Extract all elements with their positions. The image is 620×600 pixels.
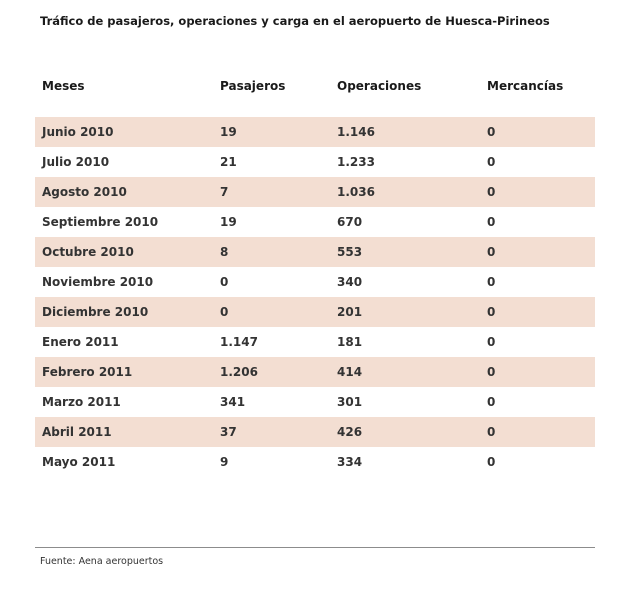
value-cell: 1.036 — [337, 184, 375, 199]
value-cell: 0 — [487, 304, 496, 319]
value-cell: 341 — [220, 394, 246, 409]
table-row: Septiembre 2010 19 670 0 — [35, 207, 595, 237]
value-cell: 0 — [487, 424, 496, 439]
table-row: Abril 2011 37 426 0 — [35, 416, 595, 447]
month-cell: Marzo 2011 — [42, 394, 121, 409]
month-cell: Febrero 2011 — [42, 364, 133, 379]
table-row: Diciembre 2010 0 201 0 — [35, 296, 595, 327]
value-cell: 301 — [337, 394, 363, 409]
value-cell: 0 — [487, 244, 496, 259]
table-row: Agosto 2010 7 1.036 0 — [35, 176, 595, 207]
table-row: Enero 2011 1.147 181 0 — [35, 327, 595, 357]
table-body: Junio 2010 19 1.146 0 Julio 2010 21 1.233 0 Agos… — [35, 116, 595, 477]
table-row: Mayo 2011 9 334 0 — [35, 447, 595, 477]
month-cell: Diciembre 2010 — [42, 304, 149, 319]
header-row: Meses Pasajeros Operaciones Mercancías — [35, 79, 595, 117]
column-header-mercancias: Mercancías — [487, 78, 564, 93]
value-cell: 0 — [487, 364, 496, 379]
traffic-table: Meses Pasajeros Operaciones Mercancías J… — [35, 79, 595, 477]
value-cell: 340 — [337, 274, 363, 289]
value-cell: 1.147 — [220, 334, 258, 349]
month-cell: Noviembre 2010 — [42, 274, 154, 289]
column-header-operaciones: Operaciones — [337, 78, 422, 93]
value-cell: 21 — [220, 154, 237, 169]
table-row: Marzo 2011 341 301 0 — [35, 387, 595, 417]
month-cell: Julio 2010 — [42, 154, 110, 169]
value-cell: 0 — [487, 454, 496, 469]
month-cell: Septiembre 2010 — [42, 214, 159, 229]
value-cell: 0 — [487, 394, 496, 409]
table-title: Tráfico de pasajeros, operaciones y carg… — [40, 14, 550, 28]
column-header-pasajeros: Pasajeros — [220, 78, 286, 93]
footer-divider — [35, 546, 595, 548]
value-cell: 553 — [337, 244, 363, 259]
value-cell: 0 — [487, 214, 496, 229]
value-cell: 1.146 — [337, 124, 375, 139]
value-cell: 181 — [337, 334, 363, 349]
month-cell: Octubre 2010 — [42, 244, 134, 259]
source-credit: Fuente: Aena aeropuertos — [40, 555, 164, 567]
value-cell: 1.206 — [220, 364, 258, 379]
value-cell: 8 — [220, 244, 229, 259]
month-cell: Mayo 2011 — [42, 454, 116, 469]
value-cell: 334 — [337, 454, 363, 469]
value-cell: 37 — [220, 424, 237, 439]
table-row: Febrero 2011 1.206 414 0 — [35, 356, 595, 387]
value-cell: 201 — [337, 304, 363, 319]
value-cell: 0 — [487, 274, 496, 289]
value-cell: 0 — [487, 184, 496, 199]
table-row: Julio 2010 21 1.233 0 — [35, 147, 595, 177]
month-cell: Enero 2011 — [42, 334, 119, 349]
value-cell: 0 — [487, 154, 496, 169]
value-cell: 0 — [487, 334, 496, 349]
value-cell: 1.233 — [337, 154, 375, 169]
value-cell: 426 — [337, 424, 363, 439]
value-cell: 670 — [337, 214, 363, 229]
column-header-meses: Meses — [42, 78, 85, 93]
value-cell: 9 — [220, 454, 229, 469]
table-row: Junio 2010 19 1.146 0 — [35, 116, 595, 147]
value-cell: 414 — [337, 364, 363, 379]
value-cell: 0 — [220, 274, 229, 289]
value-cell: 19 — [220, 214, 237, 229]
value-cell: 19 — [220, 124, 237, 139]
article-table-figure: Tráfico de pasajeros, operaciones y carg… — [35, 14, 595, 567]
month-cell: Junio 2010 — [42, 124, 114, 139]
table-row: Noviembre 2010 0 340 0 — [35, 267, 595, 297]
month-cell: Agosto 2010 — [42, 184, 127, 199]
value-cell: 0 — [487, 124, 496, 139]
value-cell: 0 — [220, 304, 229, 319]
value-cell: 7 — [220, 184, 229, 199]
table-row: Octubre 2010 8 553 0 — [35, 236, 595, 267]
month-cell: Abril 2011 — [42, 424, 112, 439]
